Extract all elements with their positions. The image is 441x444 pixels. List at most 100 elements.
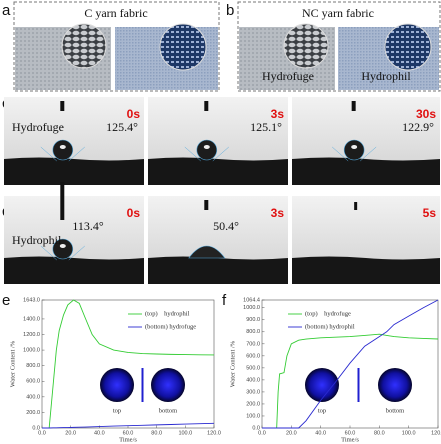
y-tick-label: 800.0 [246, 329, 260, 335]
droplet-highlight [351, 145, 358, 149]
inset-label: top [318, 407, 326, 414]
panel-title: C yarn fabric [84, 6, 147, 20]
droplet [188, 245, 226, 259]
plot-frame [41, 299, 215, 429]
fabric-surface [148, 256, 288, 284]
y-tick-label: 1200.0 [23, 332, 40, 338]
needle [204, 101, 209, 111]
fabric-zoom [61, 23, 107, 69]
plot-frame [261, 299, 439, 429]
droplet-highlight [203, 145, 210, 149]
y-tick-label: 1000.0 [243, 305, 260, 311]
fabric-surface [4, 157, 144, 185]
contact-angle: 125.1° [250, 120, 282, 134]
y-tick-label: 200.0 [26, 410, 40, 416]
droplet-highlight [59, 244, 66, 248]
droplet-highlight [59, 145, 66, 149]
droplet [196, 139, 218, 161]
y-tick-label: 1400.0 [23, 316, 40, 322]
inset-label: bottom [386, 407, 404, 414]
fabric-surface [4, 256, 144, 284]
inset-photo [305, 368, 339, 402]
tangent [40, 245, 85, 261]
y-axis-label: Water Content /% [229, 340, 236, 387]
x-tick-label: 0.0 [258, 430, 266, 436]
needle [351, 101, 356, 111]
panel-frame [237, 1, 441, 92]
panel-title: NC yarn fabric [302, 6, 374, 20]
y-tick-label: 1064.4 [243, 297, 260, 303]
inset-photo [151, 368, 185, 402]
caption: Hydrophil [361, 69, 411, 83]
x-tick-label: 60.0 [123, 430, 134, 436]
x-tick-label: 120.0 [207, 430, 221, 436]
fabric-surface [292, 157, 440, 185]
needle [60, 182, 65, 220]
contact-angle: 50.4° [213, 219, 239, 233]
series-line [42, 422, 215, 429]
x-axis-label: Time/s [119, 436, 137, 443]
x-tick-label: 100.0 [402, 430, 416, 436]
series-line [262, 299, 439, 429]
y-tick-label: 100.0 [246, 413, 260, 419]
fabric-zoom [384, 23, 432, 71]
y-tick-label: 300.0 [246, 389, 260, 395]
y-tick-label: 200.0 [246, 401, 260, 407]
tangent [331, 146, 377, 162]
x-tick-label: 120.0 [431, 430, 441, 436]
needle [204, 200, 209, 210]
fabric-surface [148, 157, 288, 185]
y-tick-label: 0.0 [252, 425, 260, 431]
legend-label: (top) hydrophil [145, 310, 190, 317]
x-tick-label: 40.0 [315, 430, 326, 436]
y-tick-label: 700.0 [246, 341, 260, 347]
inset-photo [378, 368, 412, 402]
y-tick-label: 400.0 [26, 394, 40, 400]
droplet [52, 139, 74, 161]
x-tick-label: 20.0 [286, 430, 297, 436]
tangent [40, 146, 85, 162]
x-axis-label: Time/s [341, 436, 359, 443]
contact-angle: 122.9° [402, 120, 434, 134]
inset-label: top [113, 407, 121, 414]
y-tick-label: 400.0 [246, 377, 260, 383]
inset-label: bottom [159, 407, 177, 414]
contact-angle: 125.4° [106, 120, 138, 134]
series-line [42, 299, 215, 429]
y-tick-label: 900.0 [246, 317, 260, 323]
y-tick-label: 600.0 [26, 379, 40, 385]
fabric-surface [292, 256, 440, 284]
time-label: 3s [271, 206, 285, 220]
x-tick-label: 40.0 [94, 430, 105, 436]
needle [354, 202, 358, 210]
panel-label: b [226, 2, 234, 19]
droplet [343, 139, 365, 161]
x-tick-label: 0.0 [38, 430, 46, 436]
y-tick-label: 500.0 [246, 365, 260, 371]
x-tick-label: 60.0 [345, 430, 356, 436]
sample-label: Hydrofuge [12, 120, 64, 134]
y-axis-label: Water Content /% [9, 340, 16, 387]
y-tick-label: 800.0 [26, 363, 40, 369]
series-line [262, 333, 439, 429]
legend-label: (bottom) hydrophil [305, 323, 355, 330]
x-tick-label: 20.0 [65, 430, 76, 436]
needle [60, 101, 65, 111]
sample-label: Hydrophil [12, 233, 62, 247]
time-label: 30s [416, 107, 436, 121]
panel-label: a [2, 2, 11, 19]
contact-angle: 113.4° [72, 219, 104, 233]
fabric-zoom [283, 23, 329, 69]
y-tick-label: 1000.0 [23, 348, 40, 354]
time-label: 0s [127, 107, 141, 121]
legend-label: (bottom) hydrofuge [145, 323, 196, 330]
inset-photo [100, 368, 134, 402]
fabric-zoom [159, 23, 207, 71]
y-tick-label: 600.0 [246, 353, 260, 359]
time-label: 5s [423, 206, 437, 220]
x-tick-label: 100.0 [178, 430, 192, 436]
y-tick-label: 1643.0 [23, 297, 40, 303]
x-tick-label: 80.0 [151, 430, 162, 436]
time-label: 0s [127, 206, 141, 220]
